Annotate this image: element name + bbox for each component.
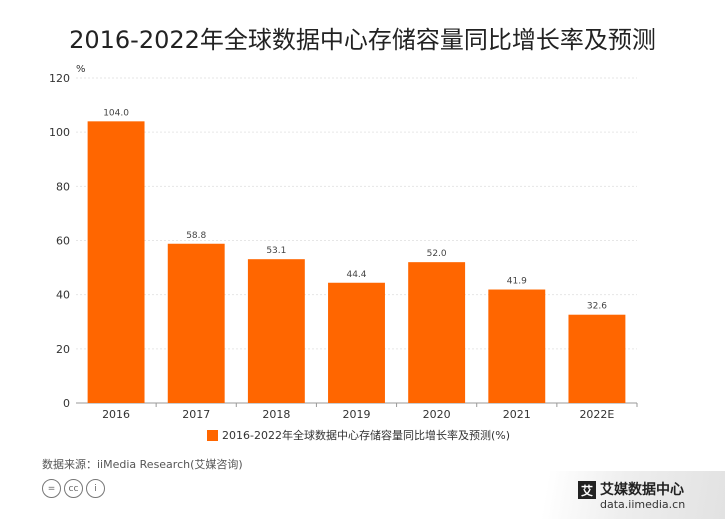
y-tick-label: 20 — [56, 343, 70, 356]
legend-swatch — [207, 429, 218, 441]
bar — [167, 243, 225, 403]
license-icons: = cc i — [42, 479, 105, 498]
y-tick-label: 40 — [56, 289, 70, 302]
x-tick-label: 2020 — [423, 408, 451, 421]
data-label: 52.0 — [427, 249, 447, 259]
x-tick-label: 2017 — [182, 408, 210, 421]
y-tick-label: 60 — [56, 235, 70, 248]
data-label: 58.8 — [186, 231, 206, 241]
x-tick-label: 2021 — [503, 408, 531, 421]
cc-icon: cc — [64, 479, 83, 498]
equals-icon: = — [42, 479, 61, 498]
brand-logo-icon: 艾 — [578, 481, 596, 499]
y-tick-label: 100 — [49, 126, 70, 139]
x-tick-label: 2016 — [102, 408, 130, 421]
brand-background — [470, 471, 725, 519]
bar — [247, 259, 305, 403]
bar — [568, 314, 626, 403]
legend-label: 2016-2022年全球数据中心存储容量同比增长率及预测(%) — [222, 429, 510, 442]
bar — [87, 121, 145, 403]
brand-name: 艾媒数据中心 — [600, 482, 684, 498]
chart-title: 2016-2022年全球数据中心存储容量同比增长率及预测 — [69, 26, 656, 54]
bar — [488, 289, 546, 403]
y-tick-label: 80 — [56, 180, 70, 193]
x-tick-label: 2022E — [579, 408, 614, 421]
brand-url: data.iimedia.cn — [600, 498, 686, 511]
y-tick-label: 120 — [49, 72, 70, 85]
source-note: 数据来源：iiMedia Research(艾媒咨询) — [42, 458, 243, 471]
y-tick-label: 0 — [63, 397, 70, 410]
data-label: 41.9 — [507, 277, 527, 287]
brand-watermark: 艾 艾媒数据中心 data.iimedia.cn — [470, 471, 725, 519]
x-tick-label: 2019 — [343, 408, 371, 421]
data-label: 32.6 — [587, 302, 607, 312]
x-tick-label: 2018 — [262, 408, 290, 421]
data-label: 44.4 — [346, 270, 366, 280]
y-unit-label: % — [76, 64, 86, 75]
bar — [408, 262, 466, 403]
bar — [328, 282, 385, 403]
data-label: 104.0 — [103, 108, 129, 118]
person-icon: i — [86, 479, 105, 498]
data-label: 53.1 — [266, 246, 286, 256]
legend[interactable]: 2016-2022年全球数据中心存储容量同比增长率及预测(%) — [207, 427, 510, 443]
